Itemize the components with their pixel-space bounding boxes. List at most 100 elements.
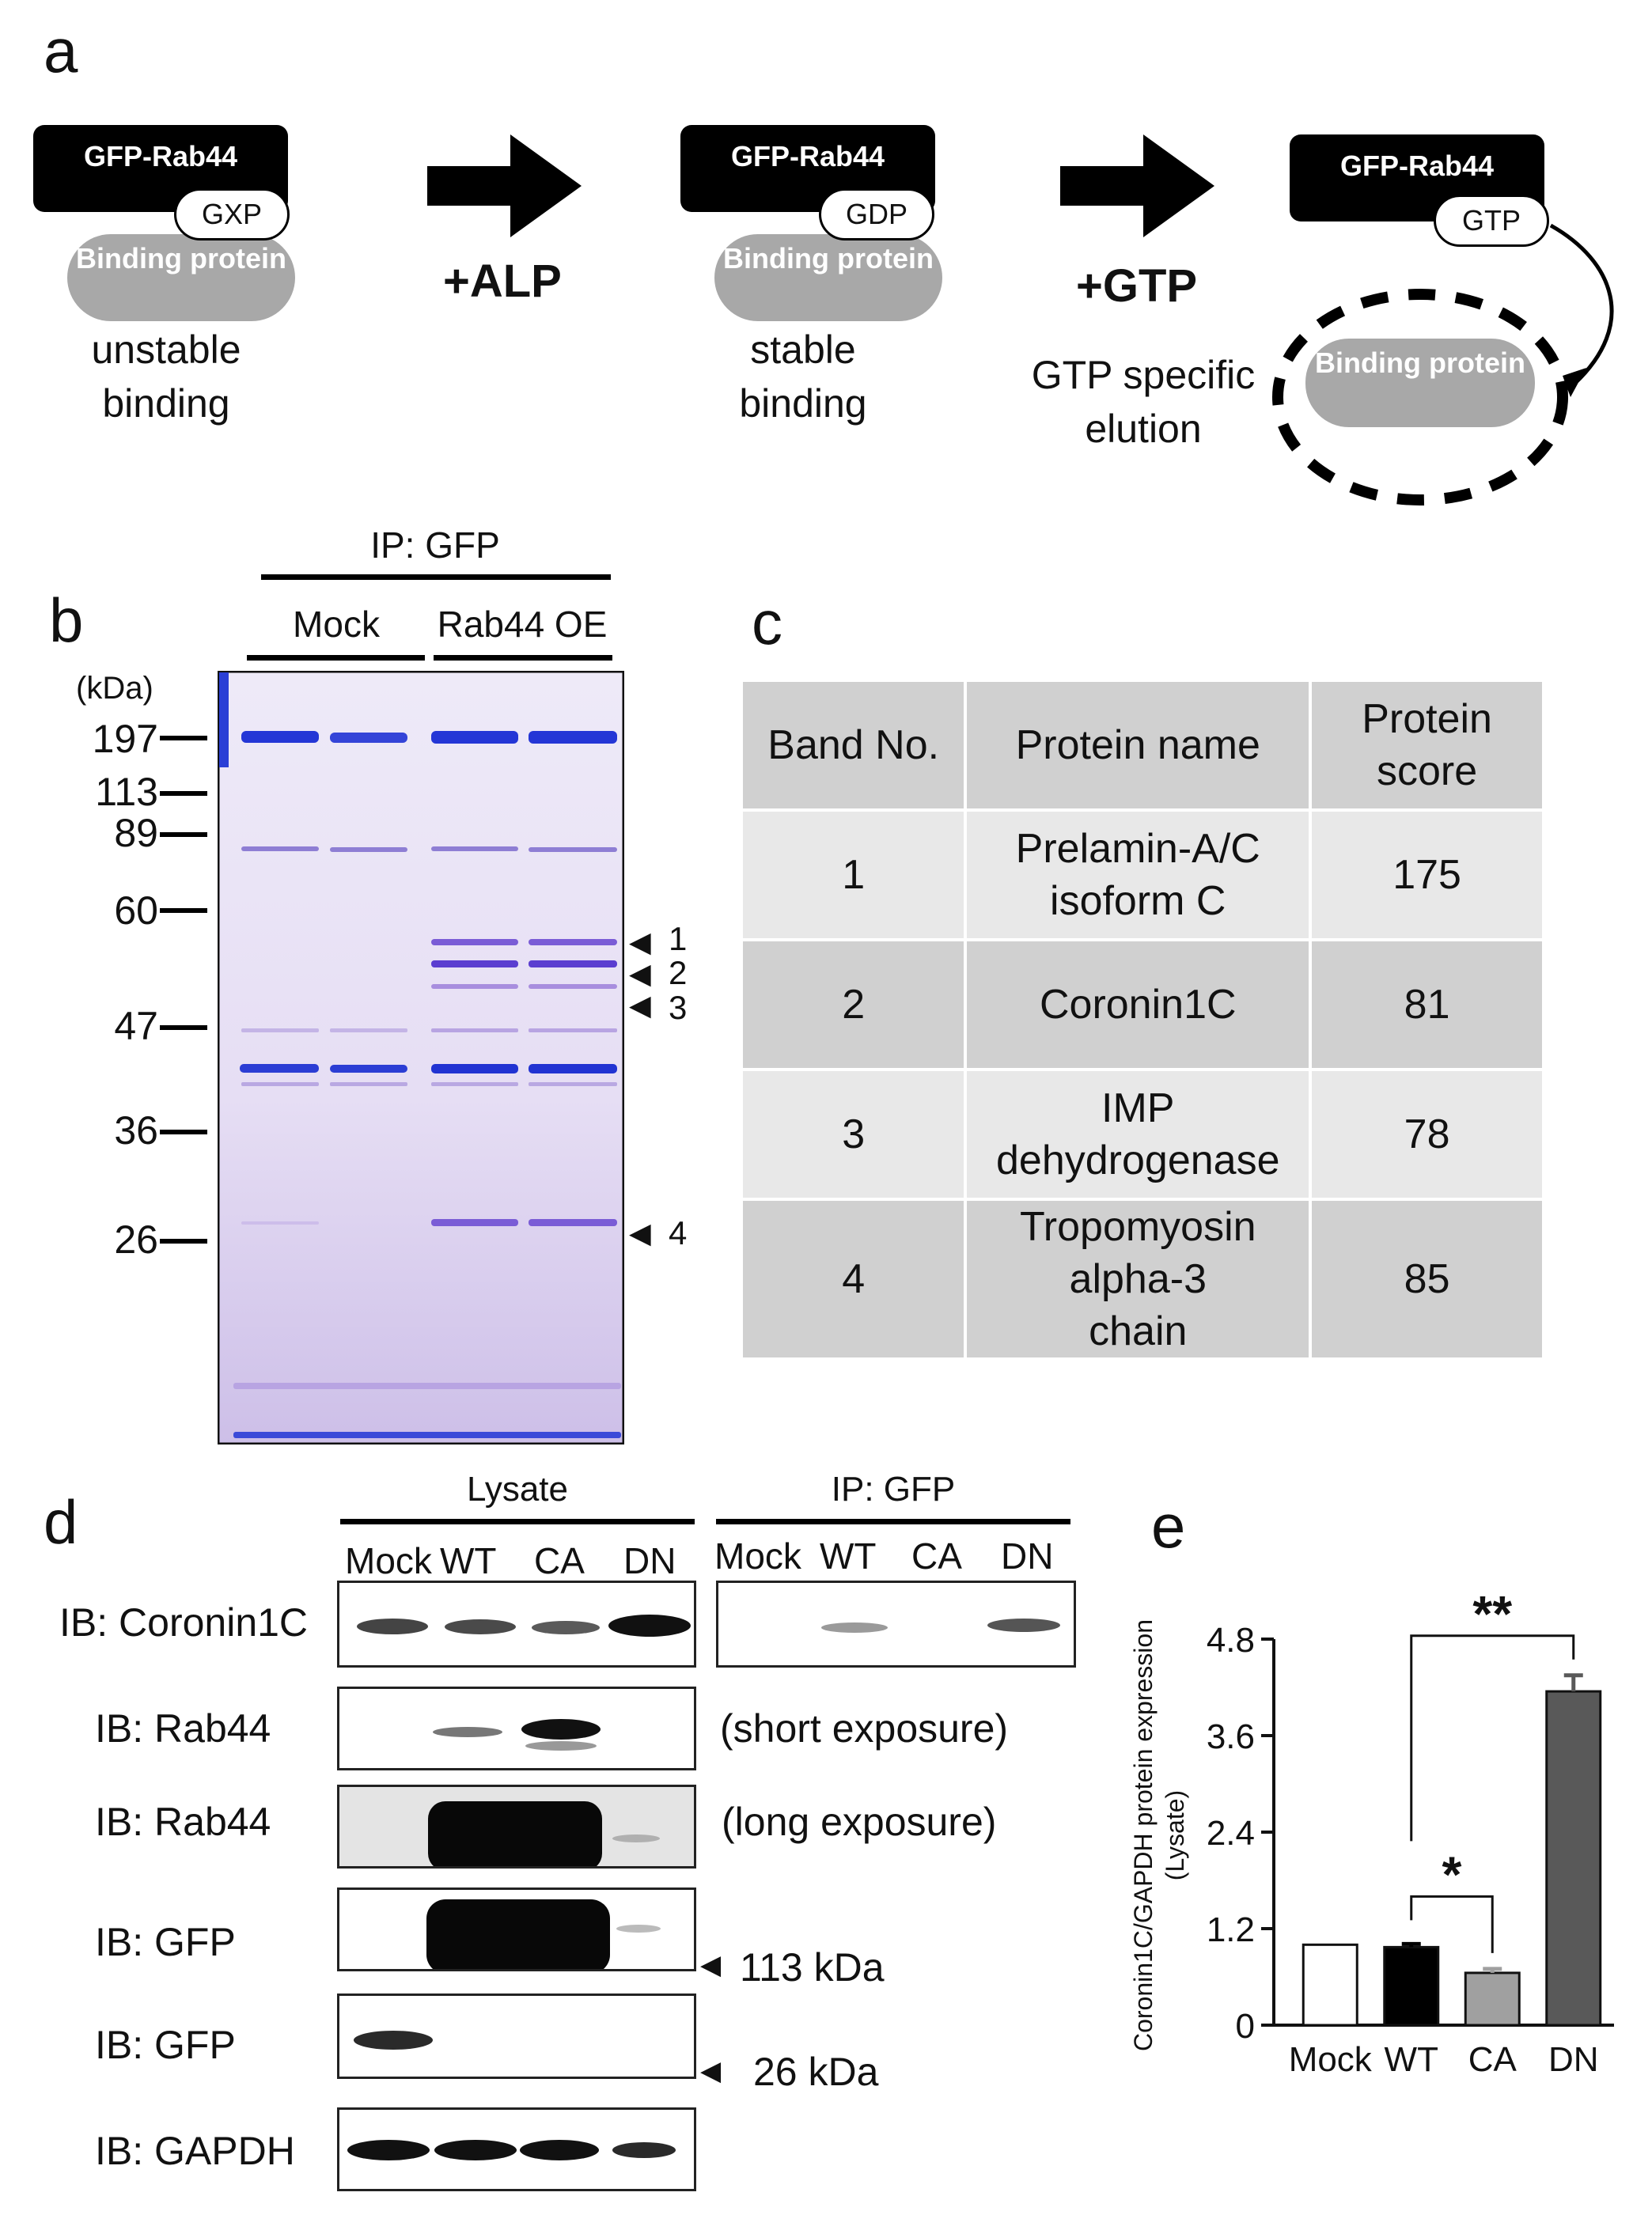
- blot-coronin1c-ip: [716, 1581, 1076, 1668]
- ip-gfp-label: IP: GFP: [831, 1470, 956, 1509]
- mw-tick: [160, 1239, 207, 1244]
- cell-band: 4: [739, 1198, 968, 1361]
- blot-band: [354, 2031, 433, 2050]
- mw-label-36: 36: [114, 1108, 158, 1153]
- significance-bracket: [1410, 1634, 1575, 1842]
- cell-protein-name: Prelamin-A/C isoform C: [964, 808, 1313, 941]
- x-tick-label: Mock: [1289, 2040, 1373, 2079]
- significance-bracket: [1410, 1895, 1494, 1953]
- table-header-row: Band No. Protein name Protein score: [739, 679, 1545, 812]
- panel-label-a: a: [44, 16, 78, 85]
- lysate-bracket-line: [340, 1519, 695, 1524]
- cell-score: 175: [1309, 808, 1545, 941]
- caption-gtp-specific-elution: GTP specific elution: [1031, 353, 1256, 451]
- mw-label-113: 113: [95, 770, 158, 814]
- ib-label-gfp-26: IB: GFP: [95, 2023, 236, 2067]
- blot-band: [608, 1615, 691, 1637]
- blot-band: [520, 2140, 599, 2160]
- cell-score: 85: [1309, 1198, 1545, 1361]
- short-exposure-label: (short exposure): [720, 1706, 1009, 1751]
- lane-ca: CA: [534, 1540, 585, 1581]
- blot-band: [987, 1619, 1060, 1632]
- lane-mock: Mock: [714, 1535, 801, 1577]
- lane-dn: DN: [623, 1540, 676, 1581]
- table-row: 3 IMP dehydrogenase 78: [739, 1068, 1545, 1201]
- gdp-badge: GDP: [819, 188, 934, 240]
- blot-gapdh: [337, 2107, 696, 2191]
- table-row: 1 Prelamin-A/C isoform C 175: [739, 808, 1545, 941]
- band-number-2: 2: [669, 954, 688, 991]
- caption-unstable-binding: unstable binding: [91, 328, 241, 426]
- significance-label: **: [1472, 1585, 1512, 1642]
- oe-bracket-line: [434, 655, 612, 661]
- protein-id-table: Band No. Protein name Protein score 1 Pr…: [739, 679, 1545, 1361]
- y-tick-label: 1.2: [1207, 1910, 1255, 1949]
- lysate-label: Lysate: [466, 1470, 568, 1509]
- arrowhead-icon: ◀: [700, 1950, 722, 1980]
- panel-label-b: b: [49, 585, 84, 655]
- arrowhead-icon: ◀: [700, 2056, 722, 2086]
- gel-group-rab44-oe: Rab44 OE: [437, 604, 608, 645]
- ip-bracket-line: [716, 1519, 1070, 1524]
- right-arrow-icon: [1060, 134, 1214, 237]
- blot-band: [616, 1925, 661, 1933]
- gfp-rab44-box-1: GFP-Rab44: [33, 125, 288, 212]
- lane-mock: Mock: [345, 1540, 432, 1581]
- bar-dn: [1545, 1690, 1602, 2027]
- long-exposure-label: (long exposure): [722, 1800, 997, 1844]
- cell-protein-name: IMP dehydrogenase: [964, 1068, 1313, 1201]
- blot-band: [525, 1741, 597, 1751]
- ib-label-rab44-short: IB: Rab44: [95, 1706, 271, 1751]
- y-tick-label: 3.6: [1207, 1717, 1255, 1756]
- blot-band: [612, 1834, 660, 1842]
- y-tick-label: 4.8: [1207, 1621, 1255, 1660]
- blot-gfp-113: [337, 1887, 696, 1971]
- mw-label-26: 26: [114, 1217, 158, 1262]
- y-axis-label-sub: (Lysate): [1161, 1790, 1189, 1880]
- mw-tick: [160, 736, 207, 740]
- mw-unit: (kDa): [76, 671, 153, 706]
- mw-label-60: 60: [114, 888, 158, 933]
- panel-label-e: e: [1151, 1491, 1186, 1561]
- ib-label-rab44-long: IB: Rab44: [95, 1800, 271, 1844]
- curved-arrow-icon: [1563, 368, 1586, 397]
- binding-protein-1: Binding protein: [67, 234, 295, 321]
- cell-protein-name: Coronin1C: [964, 938, 1313, 1071]
- significance-label: *: [1442, 1846, 1462, 1903]
- x-tick-label: WT: [1385, 2040, 1438, 2079]
- blot-band: [357, 1619, 428, 1634]
- cell-score: 78: [1309, 1068, 1545, 1201]
- cell-band: 3: [739, 1068, 968, 1201]
- blot-gfp-26: [337, 1994, 696, 2079]
- arrowhead-icon: ◀: [629, 989, 651, 1021]
- mw-tick: [160, 791, 207, 796]
- marker-113-kda: 113 kDa: [740, 1945, 885, 1990]
- ib-label-gfp-113: IB: GFP: [95, 1920, 236, 1964]
- blot-band: [532, 1621, 600, 1634]
- ip-bracket-line: [261, 574, 611, 580]
- cell-band: 2: [739, 938, 968, 1071]
- header-protein-score: Protein score: [1309, 679, 1545, 812]
- blot-band: [426, 1899, 610, 1969]
- blot-band: [433, 1727, 502, 1737]
- lane-ca: CA: [911, 1535, 962, 1577]
- arrowhead-icon: ◀: [629, 926, 651, 958]
- panel-label-c: c: [752, 588, 782, 657]
- right-arrow-icon: [427, 134, 582, 237]
- gxp-badge: GXP: [174, 188, 290, 240]
- header-band-no: Band No.: [739, 679, 968, 812]
- table-row: 4 Tropomyosin alpha-3 chain 85: [739, 1198, 1545, 1361]
- alp-label: +ALP: [443, 256, 562, 307]
- band-number-3: 3: [669, 989, 688, 1026]
- binding-protein-2: Binding protein: [714, 234, 942, 321]
- cell-score: 81: [1309, 938, 1545, 1071]
- blot-band: [434, 2140, 517, 2160]
- mw-tick: [160, 1025, 207, 1030]
- bar-chart: Coronin1C/GAPDH protein expression (Lysa…: [1129, 1585, 1614, 2079]
- y-tick-label: 2.4: [1207, 1814, 1255, 1853]
- header-protein-name: Protein name: [964, 679, 1313, 812]
- band-number-1: 1: [669, 920, 688, 957]
- ib-label-gapdh: IB: GAPDH: [95, 2129, 295, 2173]
- table-row: 2 Coronin1C 81: [739, 938, 1545, 1071]
- gtp-badge: GTP: [1434, 195, 1549, 247]
